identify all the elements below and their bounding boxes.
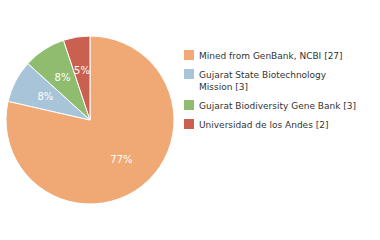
legend-swatch (184, 50, 194, 60)
legend-entry: Gujarat State BiotechnologyMission [3] (199, 70, 327, 92)
legend: Mined from GenBank, NCBI [27] Gujarat Sta… (184, 50, 356, 130)
pie-slice (6, 36, 174, 204)
legend-swatch (184, 69, 194, 79)
data-labels: 77%8%8%5% (37, 65, 132, 165)
legend-entry: Gujarat Biodiversity Gene Bank [3] (199, 101, 356, 111)
data-label: 77% (110, 154, 132, 165)
data-label: 8% (55, 72, 71, 83)
data-label: 8% (37, 91, 53, 102)
chart-container: 77%8%8%5%Mined from GenBank, NCBI [27]Gu… (0, 0, 380, 240)
legend-entry: Universidad de los Andes [2] (199, 120, 328, 130)
legend-swatch (184, 100, 194, 110)
pie (6, 36, 174, 204)
chart: 77%8%8%5%Mined from GenBank, NCBI [27]Gu… (0, 0, 380, 240)
data-label: 5% (74, 65, 90, 76)
legend-entry: Mined from GenBank, NCBI [27] (199, 51, 343, 61)
legend-swatch (184, 119, 194, 129)
